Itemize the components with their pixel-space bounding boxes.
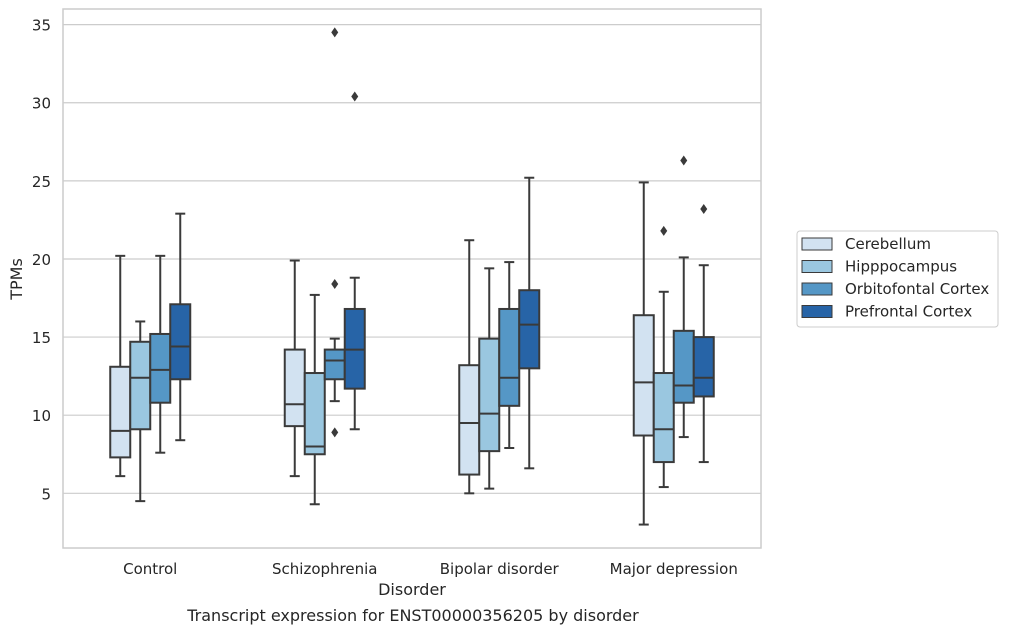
box-iqr [632, 314, 655, 437]
y-tick-label: 10 [32, 407, 51, 425]
plot-area-frame [62, 8, 762, 549]
outlier-point [660, 225, 668, 236]
box-cerebellum [283, 259, 306, 478]
legend-label: Orbitofontal Cortex [845, 280, 989, 298]
legend-frame [796, 230, 999, 328]
box-hipppocampus [303, 293, 326, 506]
box-series [109, 27, 715, 526]
box-iqr [518, 289, 541, 370]
figure-caption: Transcript expression for ENST0000035620… [187, 606, 639, 625]
box-iqr [498, 307, 521, 407]
box-orbitofontal-cortex [149, 254, 172, 454]
box-orbitofontal-cortex [672, 155, 695, 439]
legend: Cerebellum Hipppocampus Orbitofontal Corte… [796, 230, 999, 328]
box-iqr [149, 332, 172, 404]
box-iqr [478, 337, 501, 453]
x-tick-label: Major depression [610, 560, 738, 578]
box-iqr [283, 348, 306, 428]
box-orbitofontal-cortex [323, 27, 346, 438]
box-hipppocampus [478, 267, 501, 490]
legend-label: Cerebellum [845, 235, 931, 253]
y-axis-label: TPMs [7, 258, 26, 301]
legend-swatch [801, 237, 833, 251]
box-cerebellum [109, 254, 132, 478]
y-tick-label: 20 [32, 251, 51, 269]
x-tick-labels: Control Schizophrenia Bipolar disorder Majo… [123, 560, 738, 578]
legend-swatch [801, 282, 833, 296]
box-orbitofontal-cortex [498, 261, 521, 450]
y-tick-label: 35 [32, 17, 51, 35]
box-prefrontal-cortex [343, 91, 366, 431]
box-prefrontal-cortex [692, 203, 715, 464]
box-hipppocampus [129, 320, 152, 503]
outlier-point [331, 27, 339, 38]
y-tick-label: 5 [41, 485, 51, 503]
box-iqr [323, 348, 346, 381]
legend-label: Prefrontal Cortex [845, 303, 972, 321]
y-tick-label: 25 [32, 173, 51, 191]
outlier-point [331, 427, 339, 438]
legend-swatch [801, 260, 833, 273]
box-iqr [303, 372, 326, 456]
y-tick-label: 30 [32, 95, 51, 113]
box-hipppocampus [652, 225, 675, 489]
y-tick-label: 15 [32, 329, 51, 347]
outlier-point [700, 203, 708, 214]
box-iqr [129, 340, 152, 431]
outlier-point [351, 91, 359, 102]
outlier-point [680, 155, 688, 166]
box-prefrontal-cortex [518, 176, 541, 470]
box-cerebellum [632, 181, 655, 526]
x-tick-label: Control [123, 560, 177, 578]
box-iqr [458, 364, 481, 476]
x-tick-label: Bipolar disorder [440, 560, 560, 578]
x-tick-label: Schizophrenia [272, 560, 377, 578]
box-prefrontal-cortex [169, 212, 192, 442]
box-iqr [109, 365, 132, 459]
x-axis-label: Disorder [378, 580, 446, 599]
box-iqr [169, 303, 192, 381]
legend-label: Hipppocampus [845, 258, 957, 276]
y-tick-labels: 5 10 15 20 25 30 35 [32, 17, 51, 504]
box-iqr [672, 329, 695, 404]
box-cerebellum [458, 239, 481, 495]
box-iqr [652, 372, 675, 464]
legend-swatch [801, 305, 833, 318]
box-iqr [692, 336, 715, 398]
outlier-point [331, 278, 339, 289]
